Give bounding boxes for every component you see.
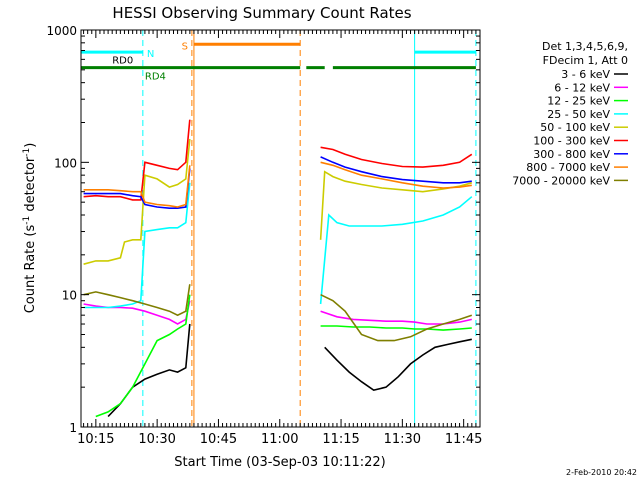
x-tick-label: 11:15 <box>322 432 359 447</box>
series-line-3 <box>83 182 191 309</box>
legend-entry-label: 50 - 100 keV <box>540 121 610 134</box>
flag-label-rd4: RD4 <box>145 71 166 82</box>
x-tick-label: 11:45 <box>445 432 482 447</box>
svg-text:Count Rate (s-1 detector-1): Count Rate (s-1 detector-1) <box>22 143 38 314</box>
legend-entry-label: 7000 - 20000 keV <box>512 174 610 187</box>
series-line-7 <box>320 161 472 189</box>
x-tick-label: 11:00 <box>261 432 298 447</box>
flag-label-rd0: RD0 <box>112 56 133 67</box>
y-axis: 1 10 100 1000 <box>46 24 480 435</box>
legend-header: Det 1,3,4,5,6,9, <box>542 40 628 53</box>
chart-title: HESSI Observing Summary Count Rates <box>112 4 411 22</box>
legend-entry-label: 12 - 25 keV <box>547 95 610 108</box>
series-line-4 <box>83 138 191 265</box>
legend-entry-label: 25 - 50 keV <box>547 108 610 121</box>
plot-frame <box>80 29 481 428</box>
legend-entry-label: 6 - 12 keV <box>554 81 610 94</box>
y-axis-label-exp1: -1 <box>22 216 32 225</box>
legend-entry-label: 3 - 6 keV <box>561 68 610 81</box>
series-line-6 <box>83 168 191 209</box>
x-axis: 10:15 10:30 10:45 11:00 11:15 11:30 11:45 <box>77 30 482 447</box>
y-tick-label: 1 <box>69 421 77 435</box>
y-axis-label-end: ) <box>23 143 38 148</box>
series-line-8 <box>83 284 191 317</box>
series-line-8 <box>320 293 473 342</box>
series-line-7 <box>83 165 191 208</box>
x-tick-label: 10:30 <box>138 432 175 447</box>
legend-header: FDecim 1, Att 0 <box>543 54 628 67</box>
x-tick-label: 10:15 <box>77 432 114 447</box>
y-axis-label-main: Count Rate (s <box>23 225 38 314</box>
flag-label-s: S <box>182 41 188 52</box>
series-line-2 <box>95 294 191 418</box>
x-tick-label: 11:30 <box>384 432 421 447</box>
y-axis-label-mid: detector <box>23 156 38 216</box>
y-tick-label: 1000 <box>46 24 77 38</box>
series-line-5 <box>83 119 191 201</box>
legend-entry-label: 300 - 800 keV <box>533 148 610 161</box>
legend: Det 1,3,4,5,6,9,FDecim 1, Att 03 - 6 keV… <box>512 40 628 187</box>
series-line-6 <box>320 156 472 184</box>
y-axis-label-exp2: -1 <box>22 148 32 157</box>
footer-date: 2-Feb-2010 20:42 <box>566 468 637 477</box>
x-axis-label: Start Time (03-Sep-03 10:11:22) <box>174 455 385 470</box>
legend-entry-label: 800 - 7000 keV <box>526 161 610 174</box>
legend-entry-label: 100 - 300 keV <box>533 135 610 148</box>
series-line-3 <box>319 196 473 305</box>
series-line-0 <box>324 338 472 391</box>
series-line-5 <box>320 146 473 168</box>
x-tick-label: 10:45 <box>200 432 237 447</box>
series-line-1 <box>320 310 472 325</box>
series-line-2 <box>320 325 472 331</box>
flag-label-n: N <box>147 49 154 60</box>
y-tick-label: 10 <box>62 289 77 303</box>
y-axis-label: Count Rate (s-1 detector-1) <box>22 143 38 314</box>
y-tick-label: 100 <box>54 156 77 170</box>
